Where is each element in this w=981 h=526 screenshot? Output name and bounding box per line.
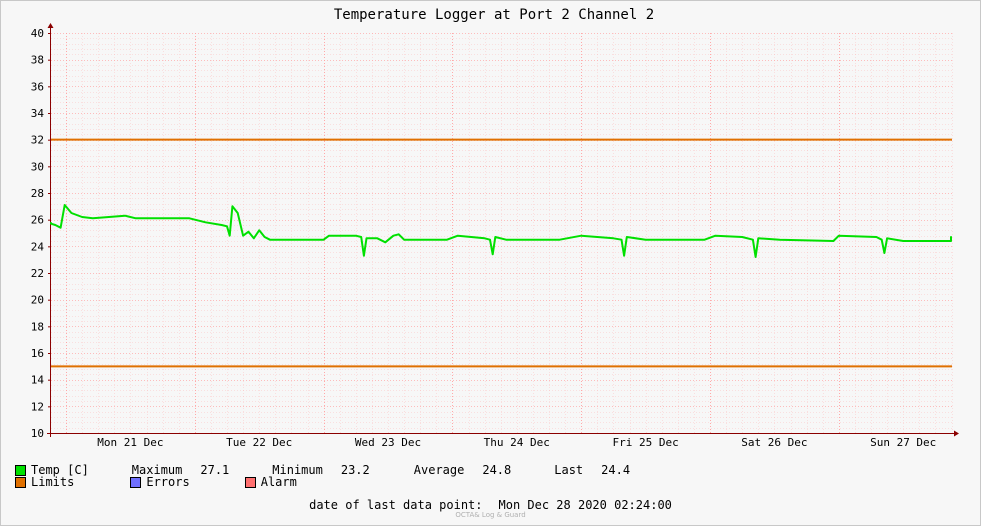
average-label: Average [413,463,465,477]
y-tick-label: 12 [31,400,44,413]
y-tick-label: 30 [31,160,44,173]
last-value: 24.4 [601,463,631,477]
legend-limits[interactable]: Limits [15,475,74,489]
y-tick-label: 18 [31,320,44,333]
y-tick-label: 34 [31,107,45,120]
legend-alarm[interactable]: Alarm [244,475,297,489]
axes [47,23,959,437]
y-tick-label: 36 [31,80,44,93]
minimum-value: 23.2 [340,463,370,477]
y-tick-label: 38 [31,54,44,67]
x-tick-label: Sun 27 Dec [870,436,936,449]
legend-errors[interactable]: Errors [130,475,190,489]
legend-temp-label: Temp [C] [31,463,89,477]
last-point-value: Mon Dec 28 2020 02:24:00 [498,498,672,512]
chart-title: Temperature Logger at Port 2 Channel 2 [334,7,654,23]
grid-lines [51,33,953,434]
x-tick-label: Sat 26 Dec [741,436,807,449]
last-label: Last [554,463,584,477]
errors-swatch-icon [130,476,142,488]
temp-series [50,204,952,258]
stat-maximum: Maximum 27.1 [132,463,229,477]
alarm-swatch-icon [244,476,256,488]
stat-average: Average 24.8 [414,463,511,477]
y-axis-arrow [47,23,54,28]
temp-line [50,204,952,258]
x-axis-ticks: Mon 21 Dec Tue 22 Dec Wed 23 Dec Thu 24 Dec… [97,436,936,449]
y-axis-ticks: 10 12 14 16 18 20 22 24 26 28 30 32 34 36 38 40 [31,27,51,440]
x-tick-label: Thu 24 Dec [484,436,550,449]
legend-limits-label: Limits [31,475,75,489]
legend-errors-label: Errors [146,475,190,489]
y-tick-label: 16 [31,347,44,360]
x-axis-arrow [954,430,959,437]
temp-swatch-icon [15,464,26,476]
last-data-point-line: date of last data point: Mon Dec 28 2020 … [0,498,981,512]
y-tick-label: 26 [31,214,44,227]
y-tick-label: 28 [31,187,44,200]
maximum-value: 27.1 [200,463,230,477]
limit-lines [51,138,952,368]
legend-row-1: Temp [C] Maximum 27.1 Minimum 23.2 Avera… [15,463,630,477]
legend-temp[interactable]: Temp [C] [15,463,89,477]
y-tick-label: 14 [31,374,45,387]
stat-minimum: Minimum 23.2 [272,463,369,477]
x-tick-label: Fri 25 Dec [612,436,678,449]
y-tick-label: 22 [31,267,44,280]
x-tick-label: Wed 23 Dec [355,436,421,449]
minimum-label: Minimum [272,463,323,477]
legend-row-2: Limits Errors Alarm [15,475,297,489]
y-tick-label: 24 [31,240,45,253]
maximum-label: Maximum [131,463,183,477]
y-tick-label: 40 [31,27,44,40]
y-tick-label: 32 [31,134,44,147]
limits-swatch-icon [15,476,26,488]
x-tick-label: Tue 22 Dec [226,436,292,449]
average-value: 24.8 [482,463,512,477]
y-tick-label: 20 [31,294,44,307]
watermark: OCTA& Log & Guard [455,511,526,519]
stat-last: Last 24.4 [554,463,630,477]
y-tick-label: 10 [31,427,44,440]
legend-alarm-label: Alarm [260,475,297,489]
last-point-label: date of last data point: [309,498,483,512]
x-tick-label: Mon 21 Dec [97,436,163,449]
